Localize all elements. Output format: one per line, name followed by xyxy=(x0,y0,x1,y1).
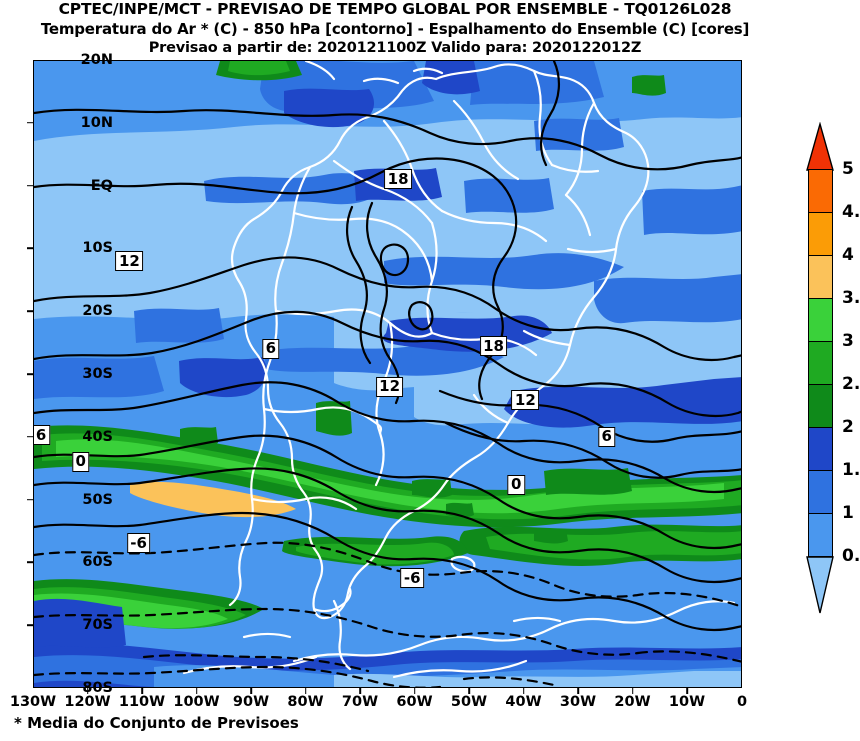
y-tick-mark xyxy=(27,624,33,626)
colorbar-tick-label: 2.5 xyxy=(842,374,860,394)
contour-label: -6 xyxy=(400,568,425,589)
y-tick-label: 70S xyxy=(82,617,113,634)
x-tick-mark xyxy=(577,688,579,694)
y-tick-mark xyxy=(27,436,33,438)
y-tick-label: 10N xyxy=(80,114,113,131)
contour-label: 18 xyxy=(479,336,508,357)
x-tick-label: 80W xyxy=(287,694,324,710)
y-tick-label: 10S xyxy=(82,240,113,257)
contour-label: 12 xyxy=(115,251,144,272)
contour-label: 6 xyxy=(34,425,50,446)
x-tick-label: 120W xyxy=(64,694,111,710)
colorbar-tick-label: 4 xyxy=(842,245,854,265)
x-tick-mark xyxy=(686,688,688,694)
x-tick-label: 70W xyxy=(341,694,379,710)
title-line-1: CPTEC/INPE/MCT - PREVISAO DE TEMPO GLOBA… xyxy=(58,0,732,18)
y-tick-mark xyxy=(27,498,33,501)
colorbar-segment-2 xyxy=(808,427,833,471)
contour-label: 0 xyxy=(507,474,525,495)
y-tick-label: 40S xyxy=(82,428,113,445)
colorbar-tick-label: 1 xyxy=(842,503,854,523)
colorbar-segment-1 xyxy=(808,513,833,557)
x-tick-label: 0 xyxy=(736,694,748,710)
x-tick-label: 50W xyxy=(450,694,488,710)
x-tick-label: 10W xyxy=(668,694,706,710)
x-tick-label: 110W xyxy=(118,694,166,710)
contour-label: 12 xyxy=(511,390,540,411)
colorbar-segment-3 xyxy=(808,341,833,385)
contour-label: -6 xyxy=(126,533,151,554)
y-tick-mark xyxy=(27,373,33,375)
y-tick-mark xyxy=(27,184,33,187)
y-tick-mark xyxy=(27,561,33,564)
colorbar-tick-label: 2 xyxy=(842,417,854,437)
colorbar-segment-5 xyxy=(808,169,833,213)
x-tick-mark xyxy=(359,688,361,694)
x-tick-mark xyxy=(304,688,307,694)
y-tick-label: 60S xyxy=(82,554,113,571)
colorbar-tick-label: 1.5 xyxy=(842,460,860,480)
y-tick-label: 20N xyxy=(80,52,113,68)
x-tick-mark xyxy=(631,688,634,694)
y-tick-mark xyxy=(27,122,33,124)
contour-label: 12 xyxy=(375,376,404,397)
x-tick-mark xyxy=(413,688,416,694)
y-tick-label: 30S xyxy=(82,366,113,382)
y-tick-mark xyxy=(27,310,33,312)
colorbar-tick-label: 3.5 xyxy=(842,288,860,308)
x-tick-label: 100W xyxy=(173,694,220,710)
y-tick-mark xyxy=(27,247,33,250)
y-tick-label: 20S xyxy=(82,303,113,320)
map-plot-area: 18 12 6 18 12 12 6 6 0 0 -6 -6 xyxy=(33,60,742,688)
colorbar-bottom-arrow xyxy=(806,556,834,614)
y-tick-label: EQ xyxy=(90,177,113,194)
colorbar-tick-label: 4.5 xyxy=(842,202,860,222)
x-tick-mark xyxy=(141,688,143,694)
colorbar-segment-1.5 xyxy=(808,470,833,514)
x-tick-label: 130W xyxy=(9,694,57,710)
colorbar-segment-3.5 xyxy=(808,298,833,342)
x-tick-mark xyxy=(522,688,525,694)
x-tick-label: 60W xyxy=(396,694,433,710)
colorbar-segment-4.5 xyxy=(808,212,833,256)
x-tick-label: 90W xyxy=(232,694,270,710)
y-tick-label: 50S xyxy=(82,491,113,508)
ensemble-spread-field xyxy=(34,61,741,687)
footnote: * Media do Conjunto de Previsoes xyxy=(14,714,299,732)
colorbar-tick-label: 3 xyxy=(842,331,854,351)
x-tick-label: 40W xyxy=(505,694,542,710)
chart-title-block: CPTEC/INPE/MCT - PREVISAO DE TEMPO GLOBA… xyxy=(0,0,790,58)
colorbar-segment-2.5 xyxy=(808,384,833,428)
title-line-2: Temperatura do Ar * (C) - 850 hPa [conto… xyxy=(40,19,750,38)
contour-label: 6 xyxy=(597,426,616,447)
contour-label: 0 xyxy=(71,451,90,472)
x-tick-mark xyxy=(195,688,198,694)
x-tick-mark xyxy=(468,688,470,694)
x-tick-label: 30W xyxy=(559,694,597,710)
contour-label: 18 xyxy=(384,169,413,190)
x-tick-label: 20W xyxy=(614,694,651,710)
colorbar-segment-4 xyxy=(808,255,833,299)
contour-label: 6 xyxy=(262,338,280,359)
colorbar-tick-label: 5 xyxy=(842,159,854,179)
x-tick-mark xyxy=(250,688,252,694)
x-tick-mark xyxy=(86,688,89,694)
title-line-3: Previsao a partir de: 2020121100Z Valido… xyxy=(148,40,642,57)
y-tick-label: 80S xyxy=(82,680,113,696)
colorbar-top-arrow xyxy=(806,122,834,171)
colorbar-tick-label: 0.5 xyxy=(842,546,860,566)
colorbar: 5 4.5 4 3.5 3 2.5 2 1.5 1 0.5 xyxy=(803,122,860,627)
